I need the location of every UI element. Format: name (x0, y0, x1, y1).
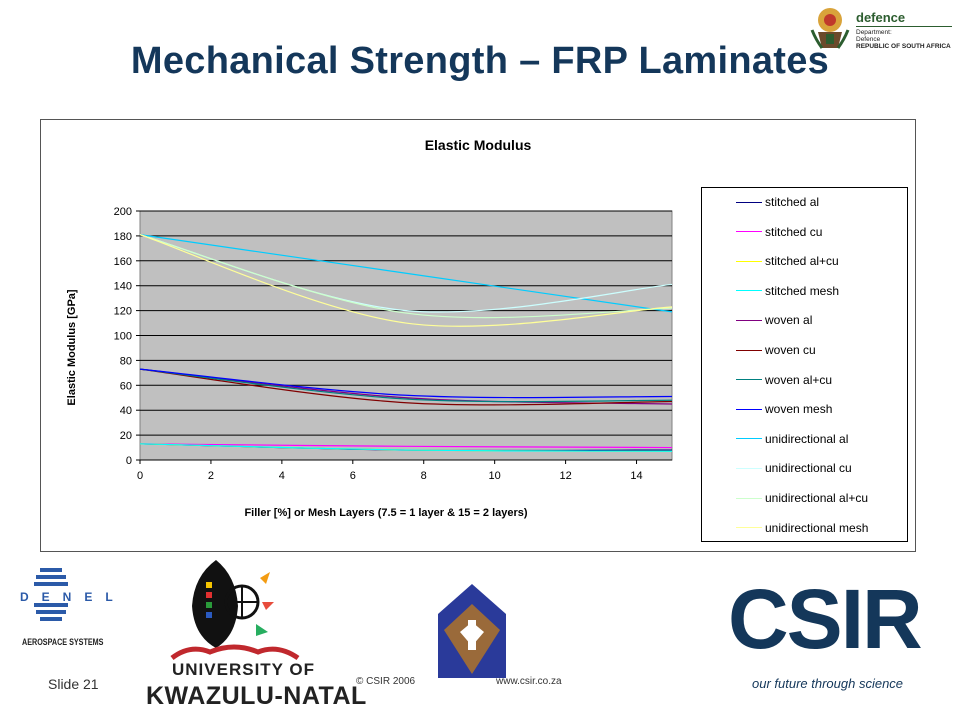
legend-label: unidirectional al+cu (765, 491, 869, 505)
y-tick-label: 120 (114, 306, 132, 318)
legend-label: unidirectional al (765, 431, 849, 446)
legend-swatch (736, 260, 762, 262)
series-line (139, 368, 673, 403)
website-text: www.csir.co.za (496, 676, 562, 687)
slide-title: Mechanical Strength – FRP Laminates (130, 40, 830, 82)
legend-swatch (736, 497, 762, 499)
legend-label: stitched mesh (765, 283, 840, 298)
legend-item: woven mesh (736, 402, 832, 416)
legend-swatch (736, 527, 762, 529)
legend-item: stitched al+cu (736, 254, 839, 268)
csir-word: CSIR (728, 572, 923, 666)
series-line (139, 368, 673, 406)
legend-swatch (736, 319, 762, 321)
legend-label: stitched cu (765, 224, 823, 239)
legend-item: woven cu (736, 343, 816, 357)
coat-of-arms-icon (810, 8, 850, 49)
y-tick-label: 160 (114, 256, 132, 268)
legend-item: unidirectional mesh (736, 521, 868, 535)
series-line (139, 443, 673, 452)
denel-word: DENEL (20, 590, 126, 604)
y-tick-label: 80 (120, 355, 132, 367)
x-tick-label: 0 (137, 470, 143, 482)
defence-logo-line-2: Defence (856, 36, 881, 43)
legend-label: woven mesh (765, 402, 833, 417)
y-tick-label: 20 (120, 430, 132, 442)
x-tick-label: 6 (350, 470, 356, 482)
x-tick-label: 8 (421, 470, 427, 482)
chart-title: Elastic Modulus (424, 137, 532, 153)
defence-logo-line-3: REPUBLIC OF SOUTH AFRICA (856, 43, 951, 50)
chart-frame: Elastic Modulus 0 20 40 60 80 100 120 140 160 180… (40, 119, 916, 552)
series-line (139, 368, 673, 399)
y-tick-label: 180 (114, 231, 132, 243)
ukzn-line-2: KWAZULU-NATAL (146, 682, 367, 710)
x-tick-label: 12 (559, 470, 571, 482)
legend-item: stitched mesh (736, 284, 839, 298)
legend-item: stitched cu (736, 225, 822, 239)
legend-item: stitched al (736, 195, 819, 209)
chart-plot-svg: 0 20 40 60 80 100 120 140 160 180 200 0 2 4 6 8 10 12 14 El… (66, 206, 673, 519)
y-axis-label: Elastic Modulus [GPa] (66, 289, 78, 405)
denel-globe-icon (18, 568, 102, 621)
x-tick-label: 4 (279, 470, 285, 482)
legend-item: unidirectional al (736, 432, 848, 446)
y-tick-label: 200 (114, 206, 132, 218)
series-line (139, 443, 673, 449)
ukzn-shield-icon (192, 560, 274, 648)
series-line (139, 234, 673, 327)
legend-item: unidirectional cu (736, 461, 852, 475)
chart-legend: stitched al stitched cu stitched al+cu stit… (701, 187, 908, 542)
legend-item: woven al+cu (736, 373, 832, 387)
legend-label: woven cu (765, 343, 816, 357)
denel-subtitle: AEROSPACE SYSTEMS (22, 637, 104, 647)
copyright-text: © CSIR 2006 (356, 676, 416, 687)
series-line (139, 234, 673, 313)
x-tick-label: 14 (630, 470, 642, 482)
ukzn-line-1: UNIVERSITY OF (172, 660, 316, 679)
x-tick-label: 10 (489, 470, 501, 482)
legend-label: woven al+cu (765, 372, 833, 387)
defence-logo-word: defence (856, 10, 906, 25)
y-tick-label: 40 (120, 405, 132, 417)
legend-item: unidirectional al+cu (736, 491, 868, 505)
ukzn-arch-icon (170, 644, 300, 661)
legend-swatch (736, 231, 762, 233)
y-tick-label: 140 (114, 281, 132, 293)
y-tick-label: 0 (126, 455, 132, 467)
x-axis-label: Filler [%] or Mesh Layers (7.5 = 1 layer… (244, 507, 527, 519)
legend-label: woven al (765, 313, 813, 328)
y-tick-label: 100 (114, 331, 132, 343)
y-tick-label: 60 (120, 380, 132, 392)
legend-swatch (736, 438, 762, 440)
csir-tagline: our future through science (752, 676, 904, 691)
legend-label: unidirectional mesh (765, 520, 869, 535)
defence-logo-rule (856, 26, 952, 27)
series-line (139, 234, 673, 319)
defence-logo-line-1: Department: (856, 29, 892, 36)
legend-swatch (736, 408, 762, 410)
slide-number: Slide 21 (48, 676, 99, 692)
legend-item: woven al (736, 313, 812, 327)
x-tick-label: 2 (208, 470, 214, 482)
legend-swatch (736, 201, 762, 203)
legend-label: stitched al (765, 195, 820, 209)
diamond-emblem-icon (438, 584, 506, 678)
legend-swatch (736, 349, 762, 351)
legend-swatch (736, 379, 762, 381)
legend-label: unidirectional cu (765, 461, 852, 476)
legend-label: stitched al+cu (765, 254, 839, 269)
legend-swatch (736, 290, 762, 292)
legend-swatch (736, 467, 762, 469)
